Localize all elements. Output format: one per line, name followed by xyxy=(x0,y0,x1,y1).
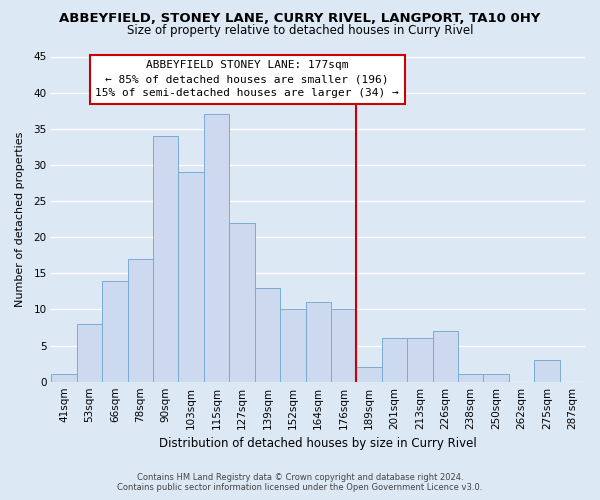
Bar xyxy=(331,310,356,382)
Bar xyxy=(305,302,331,382)
X-axis label: Distribution of detached houses by size in Curry Rivel: Distribution of detached houses by size … xyxy=(160,437,477,450)
Bar xyxy=(77,324,102,382)
Text: Contains HM Land Registry data © Crown copyright and database right 2024.
Contai: Contains HM Land Registry data © Crown c… xyxy=(118,473,482,492)
Bar xyxy=(128,259,153,382)
Text: ABBEYFIELD, STONEY LANE, CURRY RIVEL, LANGPORT, TA10 0HY: ABBEYFIELD, STONEY LANE, CURRY RIVEL, LA… xyxy=(59,12,541,26)
Bar xyxy=(382,338,407,382)
Bar xyxy=(204,114,229,382)
Bar xyxy=(534,360,560,382)
Bar xyxy=(178,172,204,382)
Bar xyxy=(433,331,458,382)
Bar xyxy=(52,374,77,382)
Bar xyxy=(458,374,484,382)
Text: ABBEYFIELD STONEY LANE: 177sqm
← 85% of detached houses are smaller (196)
15% of: ABBEYFIELD STONEY LANE: 177sqm ← 85% of … xyxy=(95,60,399,98)
Bar xyxy=(280,310,305,382)
Bar xyxy=(407,338,433,382)
Bar xyxy=(153,136,178,382)
Bar xyxy=(229,222,255,382)
Bar xyxy=(484,374,509,382)
Y-axis label: Number of detached properties: Number of detached properties xyxy=(15,132,25,307)
Text: Size of property relative to detached houses in Curry Rivel: Size of property relative to detached ho… xyxy=(127,24,473,37)
Bar xyxy=(102,280,128,382)
Bar xyxy=(356,367,382,382)
Bar xyxy=(255,288,280,382)
